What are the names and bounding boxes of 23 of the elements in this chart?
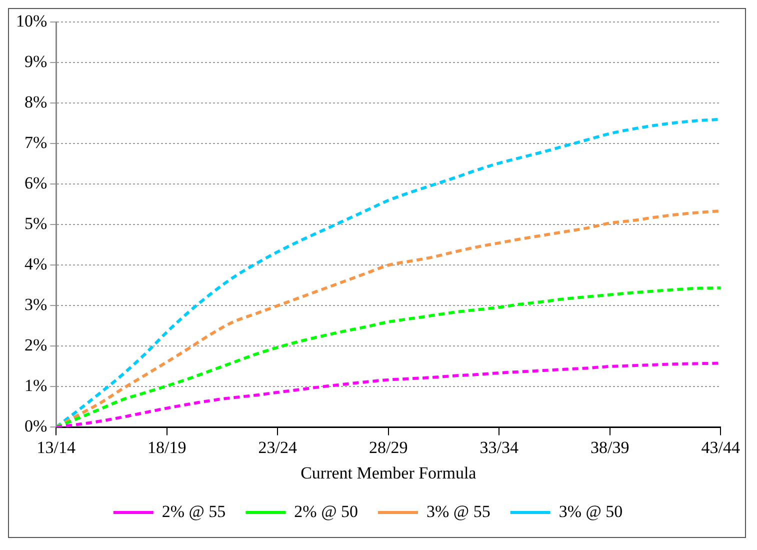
- y-tick-label: 10%: [16, 12, 48, 31]
- x-tick-label: 43/44: [701, 438, 740, 457]
- legend-label: 3% @ 55: [426, 502, 490, 521]
- x-tick-label: 28/29: [369, 438, 408, 457]
- legend-label: 2% @ 55: [162, 502, 226, 521]
- y-tick-label: 0%: [24, 416, 48, 436]
- x-tick-label: 38/39: [590, 438, 630, 457]
- x-tick-label: 23/24: [258, 438, 298, 457]
- x-tick-label: 33/34: [480, 438, 519, 457]
- y-tick-label: 7%: [24, 133, 48, 152]
- legend-label: 3% @ 50: [558, 502, 623, 521]
- legend-label: 2% @ 50: [294, 502, 358, 521]
- y-tick-label: 5%: [24, 214, 48, 234]
- y-tick-label: 3%: [24, 295, 48, 314]
- y-tick-label: 4%: [24, 254, 48, 274]
- y-tick-label: 1%: [24, 376, 48, 396]
- x-tick-label: 18/19: [148, 438, 186, 457]
- y-tick-label: 8%: [24, 92, 48, 112]
- y-tick-label: 6%: [24, 174, 48, 193]
- x-axis-title: Current Member Formula: [300, 463, 477, 482]
- x-tick-label: 13/14: [36, 438, 76, 457]
- y-tick-label: 9%: [24, 52, 48, 72]
- y-tick-label: 2%: [24, 336, 48, 355]
